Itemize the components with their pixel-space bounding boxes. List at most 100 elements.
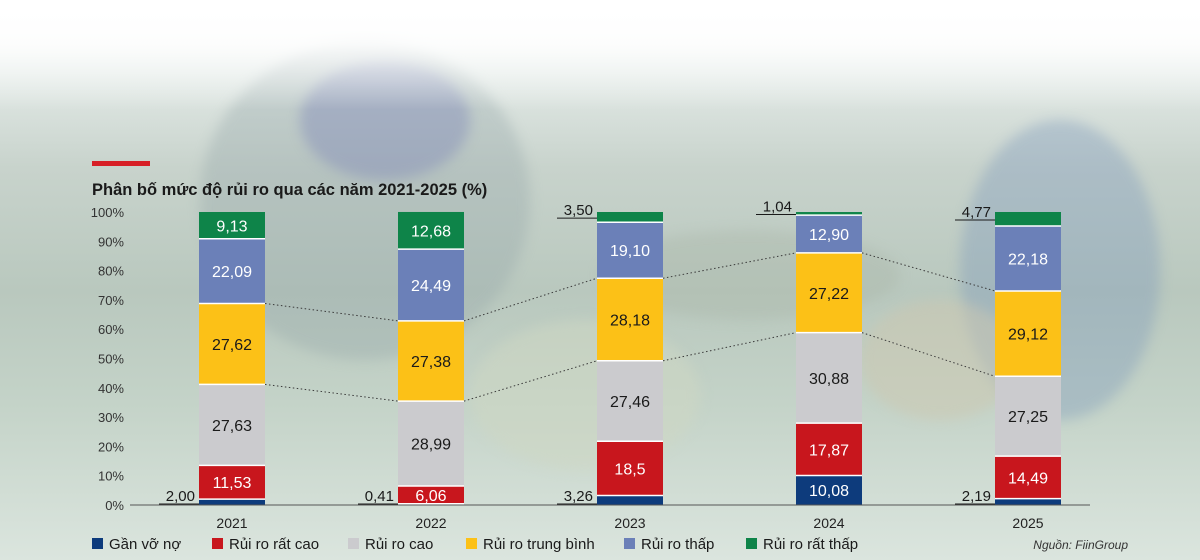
value-label: 12,90 xyxy=(809,227,849,244)
bar-segment-2025-4 xyxy=(995,225,1061,291)
legend-swatch-5 xyxy=(746,538,757,549)
bar-segment-2022-5 xyxy=(398,211,464,250)
bar-segment-2025-3 xyxy=(995,290,1061,377)
value-label: 3,50 xyxy=(564,202,593,219)
background-photo-shape xyxy=(860,300,1020,420)
value-label: 11,53 xyxy=(213,475,252,492)
bar-segment-2023-5 xyxy=(597,212,663,223)
bar-segment-2021-2 xyxy=(199,384,265,466)
bar-segment-2023-0 xyxy=(597,495,663,505)
legend-swatch-0 xyxy=(92,538,103,549)
legend-label-0: Gần vỡ nợ xyxy=(109,536,181,553)
value-label: 19,10 xyxy=(610,243,650,260)
y-tick-label: 40% xyxy=(98,381,124,396)
value-label: 1,04 xyxy=(763,199,792,216)
legend-label-2: Rủi ro cao xyxy=(365,536,433,553)
value-label: 14,49 xyxy=(1008,470,1048,487)
value-label: 4,77 xyxy=(962,204,991,221)
title-accent-bar xyxy=(92,161,150,166)
x-tick-label-2025: 2025 xyxy=(1012,515,1043,531)
value-label: 29,12 xyxy=(1008,327,1048,344)
bar-segment-2024-1 xyxy=(796,423,862,476)
y-tick-label: 100% xyxy=(91,205,125,220)
y-tick-label: 70% xyxy=(98,293,124,308)
value-label: 2,00 xyxy=(166,488,195,505)
legend-label-4: Rủi ro thấp xyxy=(641,536,714,553)
x-tick-label-2021: 2021 xyxy=(216,515,247,531)
value-label: 27,25 xyxy=(1008,409,1048,426)
legend-label-5: Rủi ro rất thấp xyxy=(763,536,858,553)
value-label: 27,62 xyxy=(212,337,252,354)
bar-segment-2024-5 xyxy=(796,212,862,216)
legend-swatch-3 xyxy=(466,538,477,549)
value-label: 27,22 xyxy=(809,286,849,303)
bar-segment-2021-3 xyxy=(199,303,265,385)
connector-line xyxy=(264,383,399,402)
y-tick-label: 10% xyxy=(98,469,124,484)
connector-line xyxy=(662,252,797,279)
value-label: 30,88 xyxy=(809,371,849,388)
value-label: 22,18 xyxy=(1008,251,1048,268)
bar-segment-2025-5 xyxy=(995,212,1061,226)
connector-line xyxy=(264,302,399,322)
legend-swatch-4 xyxy=(624,538,635,549)
y-tick-label: 50% xyxy=(98,352,124,367)
bar-segment-2023-4 xyxy=(597,222,663,279)
legend-label-3: Rủi ro trung bình xyxy=(483,536,595,553)
bar-segment-2022-4 xyxy=(398,249,464,321)
value-label: 10,08 xyxy=(809,483,849,500)
bar-segment-2025-0 xyxy=(995,498,1061,505)
bar-segment-2021-4 xyxy=(199,238,265,304)
y-tick-label: 30% xyxy=(98,410,124,425)
value-label: 27,63 xyxy=(212,418,252,435)
bar-segment-2025-1 xyxy=(995,456,1061,499)
value-label: 3,26 xyxy=(564,488,593,505)
y-tick-label: 60% xyxy=(98,322,124,337)
connector-line xyxy=(861,332,996,377)
x-tick-label-2022: 2022 xyxy=(415,515,446,531)
value-label: 6,06 xyxy=(415,488,446,505)
legend-swatch-1 xyxy=(212,538,223,549)
legend-label-1: Rủi ro rất cao xyxy=(229,536,319,553)
value-label: 17,87 xyxy=(809,442,849,459)
bar-segment-2023-2 xyxy=(597,360,663,442)
source-note: Nguồn: FiinGroup xyxy=(1033,538,1128,552)
x-tick-label-2024: 2024 xyxy=(813,515,844,531)
bar-segment-2021-0 xyxy=(199,499,265,505)
connector-line xyxy=(861,252,996,292)
top-fade xyxy=(0,0,1200,110)
value-label: 18,5 xyxy=(614,461,645,478)
y-tick-label: 90% xyxy=(98,234,124,249)
connector-line xyxy=(463,277,598,322)
bar-segment-2022-2 xyxy=(398,401,464,487)
y-tick-label: 20% xyxy=(98,439,124,454)
value-label: 12,68 xyxy=(411,224,451,241)
bar-segment-2023-3 xyxy=(597,278,663,361)
bar-segment-2025-2 xyxy=(995,376,1061,457)
bar-segment-2021-5 xyxy=(199,212,265,239)
bar-segment-2021-1 xyxy=(199,465,265,500)
value-label: 9,13 xyxy=(216,218,247,235)
legend-swatch-2 xyxy=(348,538,359,549)
chart-title: Phân bố mức độ rủi ro qua các năm 2021-2… xyxy=(92,181,487,199)
x-tick-label-2023: 2023 xyxy=(614,515,645,531)
value-label: 22,09 xyxy=(212,264,252,281)
value-label: 2,19 xyxy=(962,488,991,505)
bar-segment-2024-0 xyxy=(796,475,862,505)
value-label: 27,46 xyxy=(610,394,650,411)
bar-segment-2022-1 xyxy=(398,486,464,504)
bar-segment-2024-3 xyxy=(796,252,862,333)
connector-line xyxy=(662,332,797,362)
value-label: 24,49 xyxy=(411,278,451,295)
bar-segment-2024-4 xyxy=(796,215,862,253)
value-label: 0,41 xyxy=(365,488,394,505)
y-tick-label: 80% xyxy=(98,264,124,279)
connector-line xyxy=(463,360,598,402)
bar-segment-2023-1 xyxy=(597,441,663,496)
value-label: 28,18 xyxy=(610,313,650,330)
bar-segment-2024-2 xyxy=(796,332,862,424)
value-label: 28,99 xyxy=(411,437,451,454)
y-tick-label: 0% xyxy=(105,498,124,513)
